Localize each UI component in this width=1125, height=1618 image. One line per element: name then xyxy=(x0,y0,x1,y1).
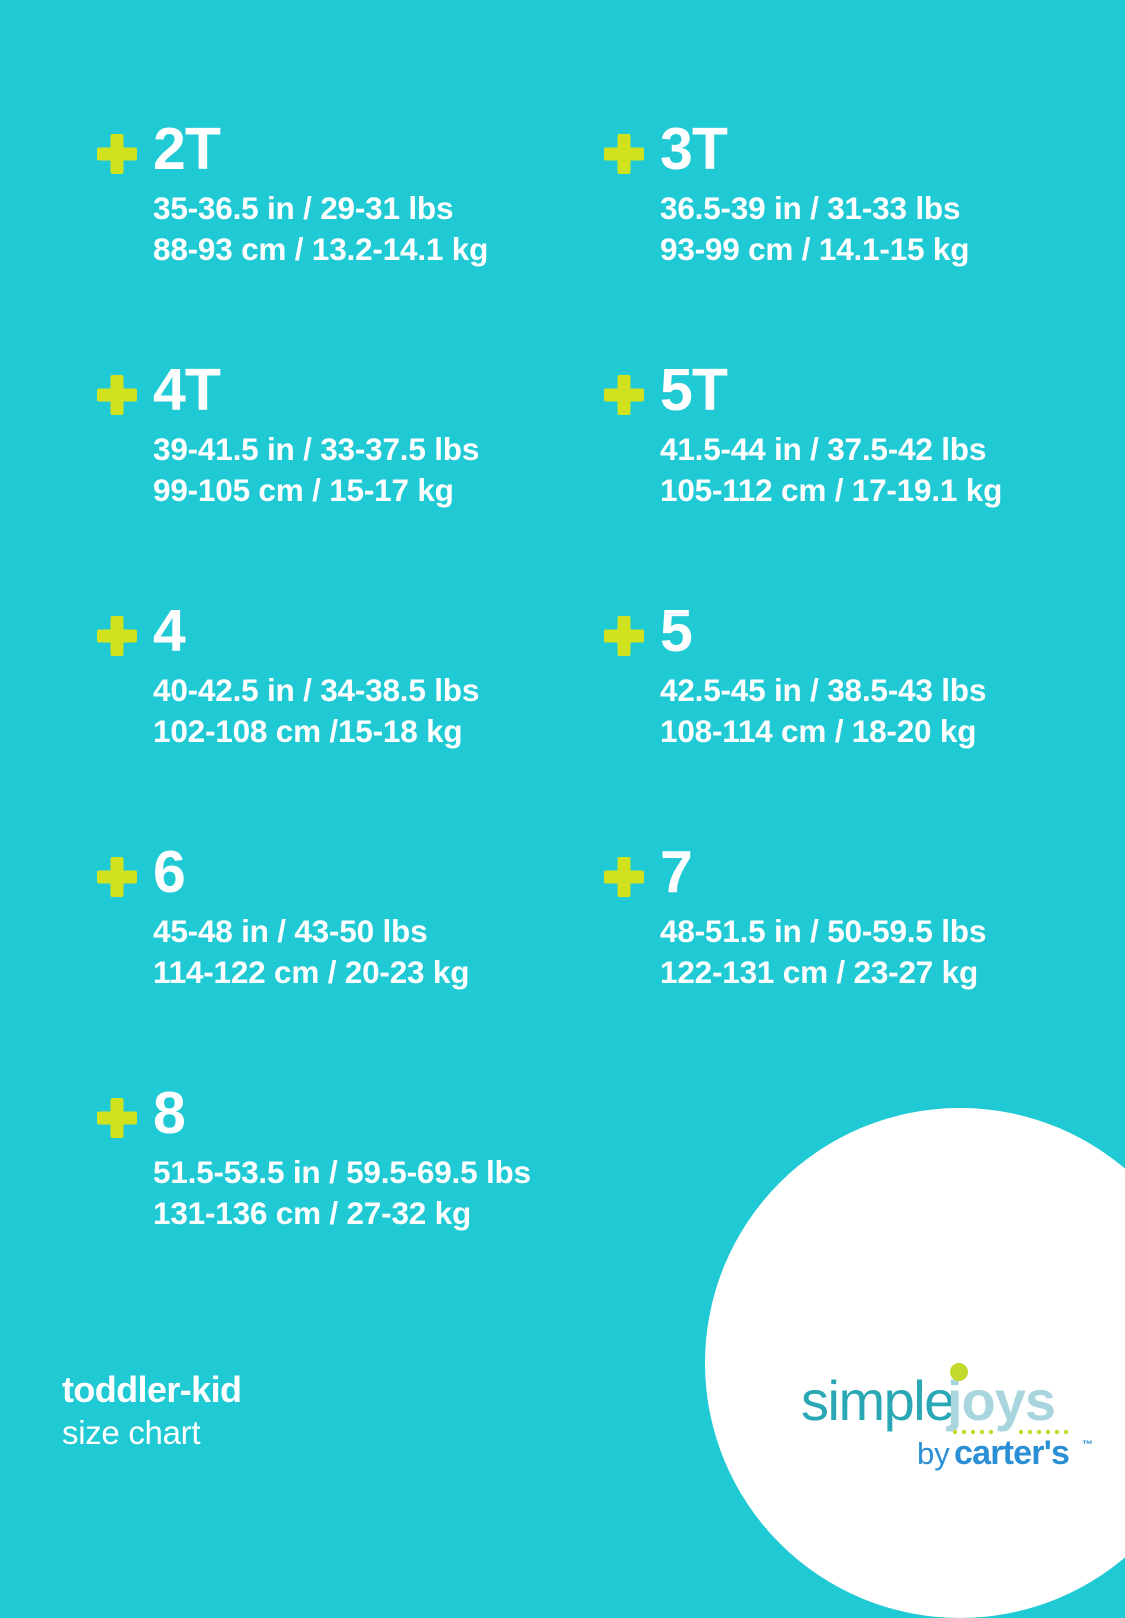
size-label: 4T xyxy=(153,357,221,423)
plus-icon xyxy=(95,614,139,658)
plus-icon xyxy=(602,373,646,417)
brand-logo: simple joys by carter's ™ xyxy=(799,1358,1099,1478)
size-entry-4: 4 40-42.5 in / 34-38.5 lbs 102-108 cm /1… xyxy=(95,600,600,752)
size-imperial: 41.5-44 in / 37.5-42 lbs xyxy=(660,431,987,467)
size-row: 4T 39-41.5 in / 33-37.5 lbs 99-105 cm / … xyxy=(95,359,600,600)
chart-title-line1: toddler-kid xyxy=(62,1369,242,1410)
size-entry-2t: 2T 35-36.5 in / 29-31 lbs 88-93 cm / 13.… xyxy=(95,118,600,270)
size-heading: 2T xyxy=(97,116,600,184)
size-row: 5 42.5-45 in / 38.5-43 lbs 108-114 cm / … xyxy=(600,600,1105,841)
size-heading: 4 xyxy=(97,598,600,666)
size-metric: 99-105 cm / 15-17 kg xyxy=(153,472,454,508)
size-imperial: 51.5-53.5 in / 59.5-69.5 lbs xyxy=(153,1154,531,1190)
size-heading: 5 xyxy=(604,598,1105,666)
size-entry-4t: 4T 39-41.5 in / 33-37.5 lbs 99-105 cm / … xyxy=(95,359,600,511)
size-metric: 108-114 cm / 18-20 kg xyxy=(660,713,977,749)
size-label: 5T xyxy=(660,357,728,423)
plus-icon xyxy=(95,132,139,176)
size-imperial: 42.5-45 in / 38.5-43 lbs xyxy=(660,672,987,708)
size-entry-5: 5 42.5-45 in / 38.5-43 lbs 108-114 cm / … xyxy=(600,600,1105,752)
size-row: 5T 41.5-44 in / 37.5-42 lbs 105-112 cm /… xyxy=(600,359,1105,600)
size-row: 7 48-51.5 in / 50-59.5 lbs 122-131 cm / … xyxy=(600,841,1105,1082)
size-row: 4 40-42.5 in / 34-38.5 lbs 102-108 cm /1… xyxy=(95,600,600,841)
size-imperial: 45-48 in / 43-50 lbs xyxy=(153,913,428,949)
logo-byline-brand: carter's xyxy=(954,1434,1069,1472)
size-label: 3T xyxy=(660,116,728,182)
logo-word-simple: simple xyxy=(801,1369,954,1432)
size-grid: 2T 35-36.5 in / 29-31 lbs 88-93 cm / 13.… xyxy=(0,118,1125,1323)
size-metric: 102-108 cm /15-18 kg xyxy=(153,713,463,749)
size-label: 8 xyxy=(153,1080,186,1146)
chart-title-line2: size chart xyxy=(62,1414,201,1451)
size-imperial: 39-41.5 in / 33-37.5 lbs xyxy=(153,431,480,467)
size-label: 6 xyxy=(153,839,186,905)
logo-word-joys: joys xyxy=(946,1369,1055,1432)
size-entry-3t: 3T 36.5-39 in / 31-33 lbs 93-99 cm / 14.… xyxy=(600,118,1105,270)
size-label: 4 xyxy=(153,598,186,664)
size-metric: 122-131 cm / 23-27 kg xyxy=(660,954,979,990)
plus-icon xyxy=(602,132,646,176)
size-row: 8 51.5-53.5 in / 59.5-69.5 lbs 131-136 c… xyxy=(95,1082,600,1323)
logo-trademark-icon: ™ xyxy=(1082,1439,1093,1451)
size-row: 6 45-48 in / 43-50 lbs 114-122 cm / 20-2… xyxy=(95,841,600,1082)
size-heading: 4T xyxy=(97,357,600,425)
logo-dotted-underline xyxy=(952,1429,1069,1435)
size-chart-page: { "theme": { "background": "#20cad4", "t… xyxy=(0,118,1125,1618)
size-metric: 131-136 cm / 27-32 kg xyxy=(153,1195,472,1231)
size-metric: 105-112 cm / 17-19.1 kg xyxy=(660,472,1003,508)
size-heading: 7 xyxy=(604,839,1105,907)
size-row: 3T 36.5-39 in / 31-33 lbs 93-99 cm / 14.… xyxy=(600,118,1105,359)
size-label: 5 xyxy=(660,598,693,664)
size-entry-5t: 5T 41.5-44 in / 37.5-42 lbs 105-112 cm /… xyxy=(600,359,1105,511)
size-imperial: 48-51.5 in / 50-59.5 lbs xyxy=(660,913,987,949)
size-heading: 8 xyxy=(97,1080,600,1148)
size-entry-8: 8 51.5-53.5 in / 59.5-69.5 lbs 131-136 c… xyxy=(95,1082,600,1234)
size-imperial: 36.5-39 in / 31-33 lbs xyxy=(660,190,961,226)
plus-icon xyxy=(602,855,646,899)
plus-icon xyxy=(95,1096,139,1140)
plus-icon xyxy=(95,855,139,899)
size-heading: 3T xyxy=(604,116,1105,184)
size-heading: 5T xyxy=(604,357,1105,425)
size-imperial: 40-42.5 in / 34-38.5 lbs xyxy=(153,672,480,708)
plus-icon xyxy=(602,614,646,658)
size-metric: 93-99 cm / 14.1-15 kg xyxy=(660,231,970,267)
size-imperial: 35-36.5 in / 29-31 lbs xyxy=(153,190,454,226)
size-metric: 88-93 cm / 13.2-14.1 kg xyxy=(153,231,489,267)
logo-dot-icon xyxy=(950,1363,968,1381)
size-label: 7 xyxy=(660,839,693,905)
logo-byline-prefix: by xyxy=(917,1436,950,1471)
size-heading: 6 xyxy=(97,839,600,907)
size-row: 2T 35-36.5 in / 29-31 lbs 88-93 cm / 13.… xyxy=(95,118,600,359)
size-entry-7: 7 48-51.5 in / 50-59.5 lbs 122-131 cm / … xyxy=(600,841,1105,993)
size-entry-6: 6 45-48 in / 43-50 lbs 114-122 cm / 20-2… xyxy=(95,841,600,993)
plus-icon xyxy=(95,373,139,417)
size-label: 2T xyxy=(153,116,221,182)
chart-title: toddler-kid size chart xyxy=(62,1368,242,1454)
size-metric: 114-122 cm / 20-23 kg xyxy=(153,954,470,990)
